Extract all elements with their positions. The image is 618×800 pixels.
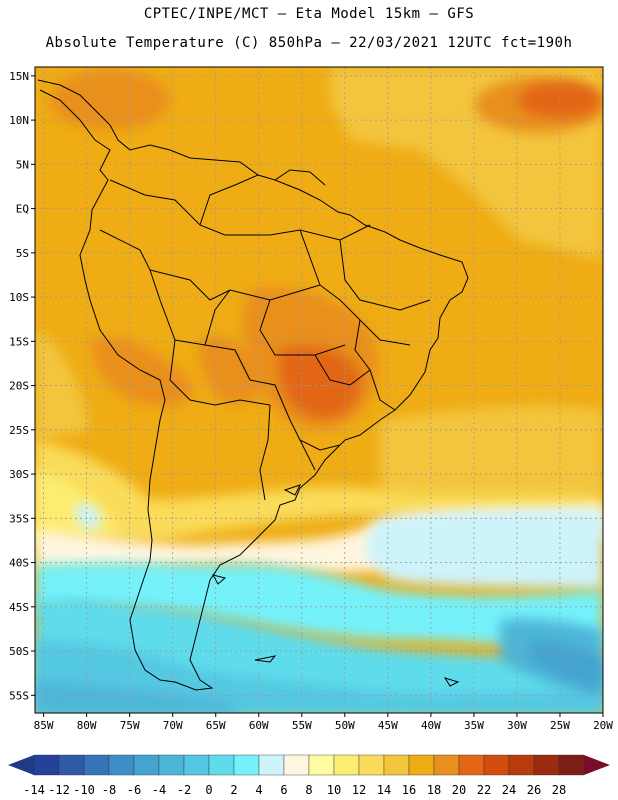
lat-label: 10S [9, 291, 29, 304]
lon-label: 25W [550, 719, 570, 732]
lat-label: 5S [16, 247, 29, 260]
lat-label: 30S [9, 468, 29, 481]
lat-label: 15N [9, 70, 29, 83]
lon-label: 80W [77, 719, 97, 732]
legend-label: -10 [73, 783, 95, 797]
legend-label: 28 [552, 783, 566, 797]
legend-label: 24 [502, 783, 516, 797]
legend-label: 2 [230, 783, 237, 797]
legend-label: -12 [48, 783, 70, 797]
legend-swatch [133, 754, 160, 776]
lat-label: EQ [16, 203, 29, 216]
legend-swatch [258, 754, 285, 776]
lat-label: 45S [9, 601, 29, 614]
lat-label: 35S [9, 512, 29, 525]
legend-label: -2 [177, 783, 191, 797]
legend-swatch [233, 754, 260, 776]
legend-label: 26 [527, 783, 541, 797]
lat-label: 40S [9, 557, 29, 570]
legend-under-arrow [8, 755, 34, 775]
legend-label: 14 [377, 783, 391, 797]
legend-label: 12 [352, 783, 366, 797]
legend-swatch [308, 754, 335, 776]
color-legend: -14 -12 -10 -8 -6 -4 -2 0 2 4 6 8 10 12 14 16 18 20 22 24 26… [8, 754, 610, 797]
legend-label: 4 [255, 783, 262, 797]
legend-swatch [433, 754, 460, 776]
legend-swatch [558, 754, 585, 776]
legend-swatch [33, 754, 60, 776]
legend-label: 22 [477, 783, 491, 797]
legend-swatch [333, 754, 360, 776]
lon-label: 75W [120, 719, 140, 732]
lat-label: 55S [9, 689, 29, 702]
title-line-1: CPTEC/INPE/MCT — Eta Model 15km — GFS [143, 6, 475, 22]
legend-swatch [183, 754, 210, 776]
legend-label: 8 [305, 783, 312, 797]
legend-label: 16 [402, 783, 416, 797]
lat-label: 10N [9, 114, 29, 127]
legend-over-arrow [584, 755, 610, 775]
legend-label: -4 [152, 783, 166, 797]
legend-swatch [458, 754, 485, 776]
legend-swatch [483, 754, 510, 776]
legend-label: 18 [427, 783, 441, 797]
legend-label: 0 [205, 783, 212, 797]
temperature-map: 15N 10N 5N EQ 5S 10S 15S 20S 25S 30S 35S 40S 45S 50S 5… [9, 66, 613, 732]
legend-swatch [508, 754, 535, 776]
lat-label: 25S [9, 424, 29, 437]
lon-label: 65W [206, 719, 226, 732]
title-line-2: Absolute Temperature (C) 850hPa — 22/03/… [45, 35, 573, 51]
legend-label: 6 [280, 783, 287, 797]
legend-swatch [283, 754, 310, 776]
lon-label: 70W [163, 719, 183, 732]
legend-label: -6 [127, 783, 141, 797]
legend-swatch [208, 754, 235, 776]
legend-label: -8 [102, 783, 116, 797]
legend-swatch [158, 754, 185, 776]
lon-label: 55W [292, 719, 312, 732]
lat-label: 20S [9, 380, 29, 393]
legend-label: 10 [327, 783, 341, 797]
legend-swatch [358, 754, 385, 776]
lon-label: 35W [464, 719, 484, 732]
legend-swatch [533, 754, 560, 776]
lat-label: 50S [9, 645, 29, 658]
legend-label: -14 [23, 783, 45, 797]
lon-label: 45W [378, 719, 398, 732]
lon-label: 30W [507, 719, 527, 732]
lon-label: 20W [593, 719, 613, 732]
temperature-field [35, 67, 603, 713]
lon-label: 85W [34, 719, 54, 732]
legend-swatch [58, 754, 85, 776]
axis-labels: 15N 10N 5N EQ 5S 10S 15S 20S 25S 30S 35S 40S 45S 50S 5… [9, 70, 613, 732]
lat-label: 5N [16, 158, 29, 171]
coastlines-and-borders [37, 79, 469, 691]
legend-label: 20 [452, 783, 466, 797]
legend-swatch [408, 754, 435, 776]
map-frame [34, 66, 604, 714]
legend-swatch [383, 754, 410, 776]
lon-label: 60W [249, 719, 269, 732]
legend-swatch [108, 754, 135, 776]
legend-swatch [83, 754, 110, 776]
lat-label: 15S [9, 335, 29, 348]
lon-label: 40W [421, 719, 441, 732]
lon-label: 50W [335, 719, 355, 732]
